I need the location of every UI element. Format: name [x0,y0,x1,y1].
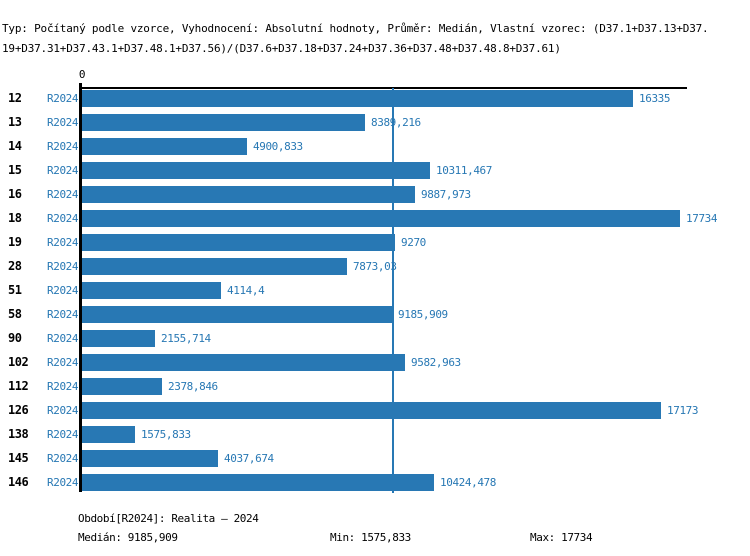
bar-value-label: 7873,03 [353,260,397,273]
row-category-label: 28 [8,259,22,273]
bar-value-label: 4037,674 [224,452,274,465]
row-series-label: R2024 [47,236,79,249]
chart-row: 58 R2024 9185,909 [0,306,750,323]
row-category-label: 51 [8,283,22,297]
bar-value-label: 9185,909 [398,308,448,321]
row-category-label: 90 [8,331,22,345]
chart-row: 28 R2024 7873,03 [0,258,750,275]
row-series-label: R2024 [47,116,79,129]
bar-value-label: 9887,973 [421,188,471,201]
bar [82,210,680,227]
bar-value-label: 17734 [686,212,718,225]
chart-row: 15 R2024 10311,467 [0,162,750,179]
bar-value-label: 10424,478 [440,476,497,489]
chart-row: 138 R2024 1575,833 [0,426,750,443]
chart-row: 19 R2024 9270 [0,234,750,251]
row-series-label: R2024 [47,476,79,489]
bar-value-label: 9582,963 [411,356,461,369]
footer-median: Medián: 9185,909 [78,531,178,544]
row-category-label: 145 [8,451,29,465]
bar [82,426,135,443]
bar-value-label: 9270 [401,236,426,249]
row-category-label: 146 [8,475,29,489]
footer-min: Min: 1575,833 [330,531,411,544]
row-category-label: 14 [8,139,22,153]
bar [82,450,218,467]
x-axis-line [79,87,687,89]
row-series-label: R2024 [47,92,79,105]
bar [82,402,661,419]
footer-period: Období[R2024]: Realita – 2024 [78,512,259,525]
bar [82,378,162,395]
row-category-label: 102 [8,355,29,369]
bar [82,258,347,275]
chart-row: 145 R2024 4037,674 [0,450,750,467]
row-series-label: R2024 [47,164,79,177]
row-category-label: 13 [8,115,22,129]
chart-row: 126 R2024 17173 [0,402,750,419]
bar-value-label: 16335 [639,92,671,105]
bar-value-label: 10311,467 [436,164,493,177]
row-series-label: R2024 [47,260,79,273]
median-reference-line [392,88,394,493]
chart-row: 112 R2024 2378,846 [0,378,750,395]
footer-max: Max: 17734 [530,531,593,544]
row-category-label: 19 [8,235,22,249]
bar [82,186,415,203]
bar [82,114,365,131]
chart-row: 14 R2024 4900,833 [0,138,750,155]
chart-title-line2: 19+D37.31+D37.43.1+D37.48.1+D37.56)/(D37… [2,42,561,55]
row-series-label: R2024 [47,308,79,321]
row-category-label: 138 [8,427,29,441]
bar-value-label: 17173 [667,404,699,417]
row-series-label: R2024 [47,356,79,369]
bar [82,354,405,371]
bar-value-label: 4114,4 [227,284,265,297]
chart-row: 90 R2024 2155,714 [0,330,750,347]
bar [82,282,221,299]
bar [82,162,430,179]
bar-value-label: 1575,833 [141,428,191,441]
bar [82,90,633,107]
bar-value-label: 4900,833 [253,140,303,153]
chart-row: 102 R2024 9582,963 [0,354,750,371]
bar-value-label: 2155,714 [161,332,211,345]
row-series-label: R2024 [47,188,79,201]
row-series-label: R2024 [47,212,79,225]
row-series-label: R2024 [47,332,79,345]
row-category-label: 58 [8,307,22,321]
chart-row: 51 R2024 4114,4 [0,282,750,299]
row-category-label: 16 [8,187,22,201]
row-series-label: R2024 [47,452,79,465]
bar [82,138,247,155]
bar-value-label: 8389,216 [371,116,421,129]
row-series-label: R2024 [47,404,79,417]
row-category-label: 15 [8,163,22,177]
row-category-label: 18 [8,211,22,225]
bar [82,330,155,347]
row-category-label: 112 [8,379,29,393]
bar [82,234,395,251]
chart-row: 13 R2024 8389,216 [0,114,750,131]
chart-title-line1: Typ: Počítaný podle vzorce, Vyhodnocení:… [2,22,709,35]
row-series-label: R2024 [47,380,79,393]
row-series-label: R2024 [47,140,79,153]
chart-row: 18 R2024 17734 [0,210,750,227]
row-category-label: 126 [8,403,29,417]
row-series-label: R2024 [47,284,79,297]
bar-value-label: 2378,846 [168,380,218,393]
chart-row: 16 R2024 9887,973 [0,186,750,203]
x-axis-origin-label: 0 [78,68,86,81]
row-category-label: 12 [8,91,22,105]
chart-row: 146 R2024 10424,478 [0,474,750,491]
bar [82,474,434,491]
row-series-label: R2024 [47,428,79,441]
bar [82,306,392,323]
y-axis-line [79,83,82,492]
chart-row: 12 R2024 16335 [0,90,750,107]
